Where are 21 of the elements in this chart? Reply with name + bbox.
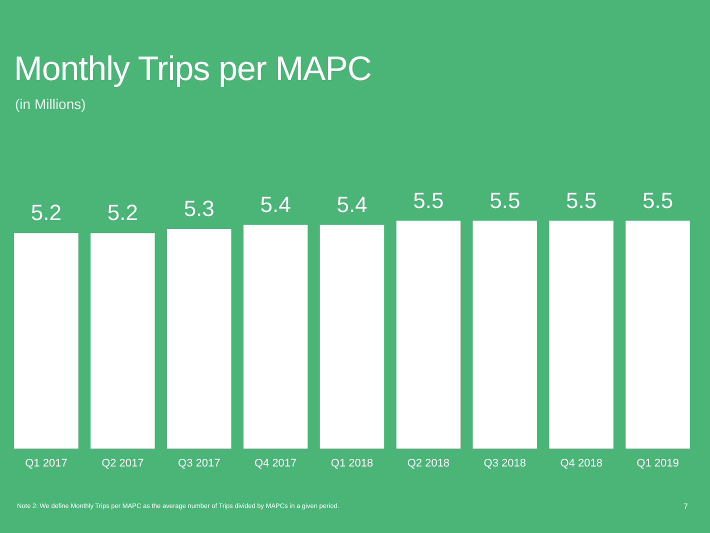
text: 7 — [684, 502, 688, 511]
x-tick-label: Q3 2017 — [178, 457, 220, 470]
data-label: 5.5 — [642, 188, 674, 213]
chart-subtitle: (in Millions) — [15, 96, 86, 112]
data-label: 5.4 — [260, 192, 291, 217]
x-tick-label: Q2 2017 — [102, 457, 144, 470]
data-label: 5.5 — [413, 188, 444, 213]
data-label: 5.2 — [30, 200, 62, 226]
data-label: 5.3 — [184, 196, 214, 222]
data-label: 5.4 — [336, 192, 368, 217]
x-tick-label: Q4 2017 — [254, 457, 297, 470]
data-label: 5.2 — [107, 200, 138, 226]
x-tick-label: Q3 2018 — [484, 457, 526, 470]
x-tick-label: Q2 2018 — [407, 457, 450, 470]
x-tick-label: Q4 2018 — [560, 457, 602, 470]
x-tick-label: Q1 2018 — [330, 457, 374, 470]
data-label: 5.5 — [566, 188, 597, 213]
chart-title: Monthly Trips per MAPC — [14, 50, 372, 89]
data-label: 5.5 — [490, 188, 520, 213]
x-tick-label: Q1 2017 — [25, 457, 68, 470]
x-tick-label: Q1 2019 — [636, 457, 679, 470]
